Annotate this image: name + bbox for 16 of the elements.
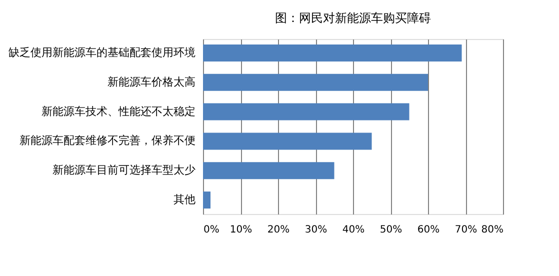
y-tick-label: 新能源车目前可选择车型太少 (52, 164, 196, 177)
x-tick-label: 50% (380, 224, 402, 236)
y-tick-label: 其他 (174, 193, 196, 206)
x-tick-label: 10% (230, 224, 252, 236)
y-tick-label: 缺乏使用新能源车的基础配套使用环境 (8, 46, 196, 59)
chart-title: 图：网民对新能源车购买障碍 (275, 11, 431, 25)
x-tick-label: 0% (204, 224, 220, 236)
x-tick-label: 30% (304, 224, 328, 236)
x-tick-label: 80% (481, 224, 504, 236)
x-tick-label: 40% (342, 224, 365, 236)
x-tick-label: 70% (454, 224, 478, 236)
x-tick-label: 60% (417, 224, 440, 236)
y-tick-label: 新能源车技术、性能还不太稳定 (42, 104, 196, 118)
x-tick-label: 20% (267, 224, 290, 236)
y-tick-label: 新能源车价格太高 (108, 75, 196, 88)
y-tick-label: 新能源车配套维修不完善，保养不便 (20, 134, 196, 148)
